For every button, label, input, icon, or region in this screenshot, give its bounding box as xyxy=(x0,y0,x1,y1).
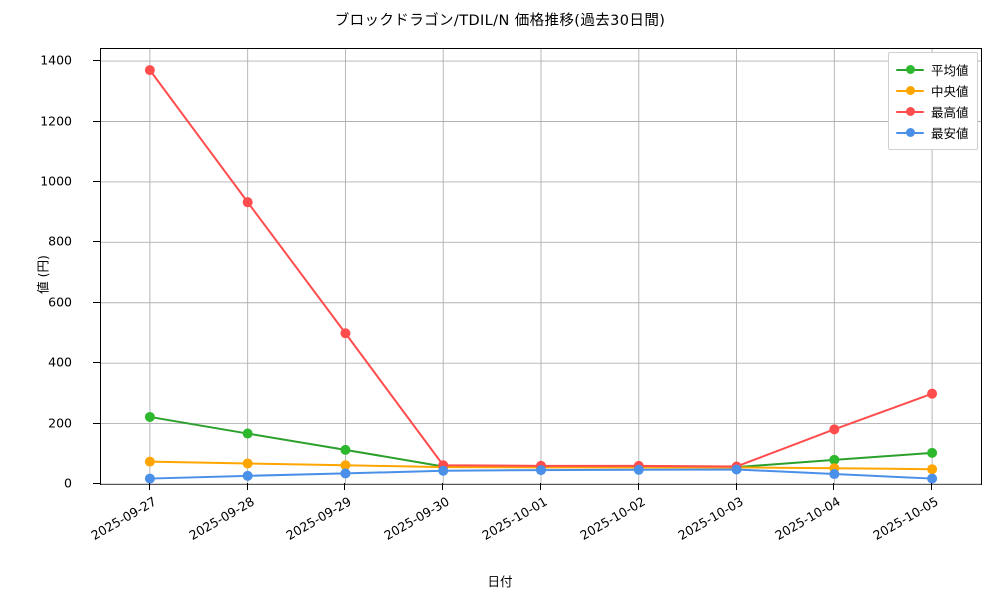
series-4 xyxy=(144,464,938,484)
chart-legend: 平均値中央値最高値最安値 xyxy=(888,52,978,150)
legend-label: 最安値 xyxy=(931,126,969,141)
x-tick-mark xyxy=(442,483,444,490)
x-axis-tick-labels: 2025-09-27 2025-09-28 2025-09-29 2025-09-30… xyxy=(0,483,1000,573)
legend-item-3[interactable]: 最高値 xyxy=(896,101,969,122)
chart-series-layer xyxy=(144,65,938,484)
data-point xyxy=(340,468,351,479)
y-tick-mark xyxy=(93,483,100,484)
y-tick-mark xyxy=(93,120,100,122)
legend-item-1[interactable]: 平均値 xyxy=(896,59,969,80)
data-point xyxy=(927,388,938,399)
x-tick-label: 2025-10-04 xyxy=(772,493,844,543)
x-tick-mark xyxy=(246,483,248,490)
x-tick-label: 2025-10-01 xyxy=(479,493,550,543)
legend-label: 平均値 xyxy=(931,63,969,78)
x-tick-label: 2025-09-28 xyxy=(186,493,257,543)
data-point xyxy=(731,464,742,475)
chart-gridlines xyxy=(101,49,981,485)
x-axis-title: 日付 xyxy=(487,574,513,589)
data-point xyxy=(144,411,155,422)
x-tick-mark xyxy=(931,483,933,490)
y-tick-mark xyxy=(93,180,100,182)
x-tick-label: 2025-09-30 xyxy=(381,493,453,543)
x-tick-mark xyxy=(735,483,737,490)
data-point xyxy=(536,465,546,476)
y-axis-title: 値 (円) xyxy=(35,255,51,294)
x-tick-mark xyxy=(540,483,541,490)
legend-label: 最高値 xyxy=(931,105,969,120)
data-point xyxy=(829,424,840,435)
legend-marker-icon xyxy=(896,126,924,140)
y-axis-tick-labels: 0 200 400 600 800 1000 1200 1400 xyxy=(0,0,100,600)
data-point xyxy=(633,464,644,475)
legend-marker-icon xyxy=(896,63,924,77)
legend-marker-icon xyxy=(896,105,924,119)
y-tick-label: 200 xyxy=(48,415,72,431)
series-3 xyxy=(144,65,938,472)
data-point xyxy=(242,428,253,439)
data-point xyxy=(927,447,938,458)
y-tick-label: 800 xyxy=(48,233,72,249)
y-tick-mark xyxy=(93,241,100,243)
data-point xyxy=(927,464,938,475)
y-tick-label: 600 xyxy=(48,294,72,310)
data-point xyxy=(144,473,155,484)
data-point xyxy=(242,458,253,469)
y-tick-mark xyxy=(93,301,100,303)
legend-label: 中央値 xyxy=(931,84,969,99)
data-point xyxy=(144,456,155,467)
data-point xyxy=(340,444,351,455)
x-tick-mark xyxy=(344,483,346,490)
x-tick-label: 2025-10-05 xyxy=(870,493,941,543)
chart-title: ブロックドラゴン/TDIL/N 価格推移(過去30日間) xyxy=(334,13,666,29)
y-tick-mark xyxy=(93,60,100,62)
data-point xyxy=(242,197,253,208)
y-tick-label: 1400 xyxy=(40,52,72,68)
data-point xyxy=(144,65,155,76)
legend-marker-icon xyxy=(896,84,924,98)
x-tick-mark xyxy=(833,483,835,490)
data-point xyxy=(340,328,351,339)
x-tick-mark xyxy=(148,483,150,490)
x-tick-mark xyxy=(637,483,639,490)
data-point xyxy=(829,454,840,465)
x-tick-label: 2025-10-03 xyxy=(674,493,746,543)
data-point xyxy=(829,469,840,480)
x-tick-label: 2025-10-02 xyxy=(577,493,648,543)
data-point xyxy=(438,465,449,476)
x-tick-label: 2025-09-27 xyxy=(88,493,159,543)
y-tick-label: 1200 xyxy=(40,113,72,128)
x-tick-label: 2025-09-29 xyxy=(283,493,355,543)
y-tick-label: 1000 xyxy=(40,173,72,189)
y-tick-label: 0 xyxy=(64,475,72,491)
y-tick-label: 400 xyxy=(48,354,72,370)
data-point xyxy=(927,473,938,484)
y-tick-mark xyxy=(93,362,100,364)
legend-item-4[interactable]: 最安値 xyxy=(896,122,969,143)
data-point xyxy=(242,470,253,481)
legend-item-2[interactable]: 中央値 xyxy=(896,80,969,101)
data-point xyxy=(340,460,351,471)
y-tick-mark xyxy=(93,422,100,424)
plot-area xyxy=(100,48,982,485)
